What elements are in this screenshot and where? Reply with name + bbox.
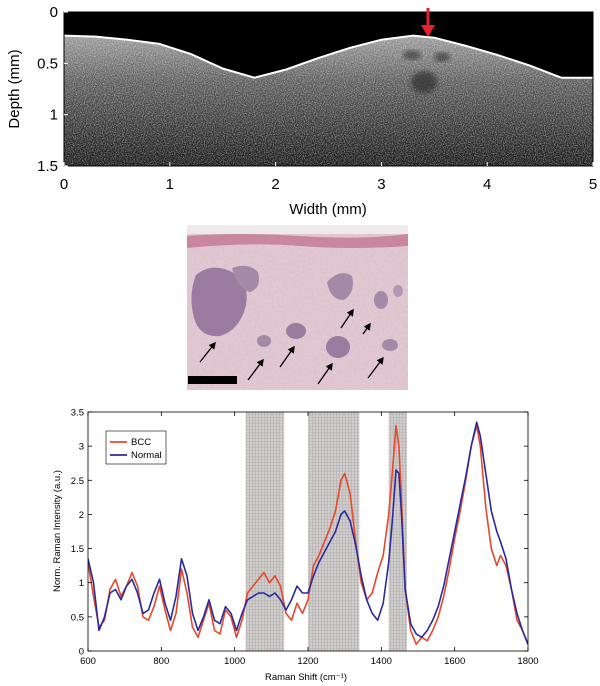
oct-x-tick-label: 2 — [271, 176, 279, 193]
histology-nodule — [232, 265, 259, 292]
oct-lesion-nest — [411, 71, 437, 93]
raman-legend: BCC Normal — [105, 430, 167, 465]
raman-y-axis-label: Norm. Raman Intensity (a.u.) — [52, 470, 63, 592]
histology-arrowhead — [363, 322, 371, 331]
raman-y-tick-label: 1.5 — [71, 544, 84, 555]
raman-shaded-region — [245, 412, 285, 651]
raman-x-tick-label: 1000 — [224, 656, 245, 667]
raman-legend-box — [105, 430, 167, 465]
raman-shaded-region — [308, 412, 360, 651]
oct-y-tick-label: 0 — [50, 4, 58, 21]
oct-x-tick-label: 5 — [589, 176, 597, 193]
raman-shaded-region — [388, 412, 407, 651]
oct-y-axis-label: Depth (mm) — [6, 49, 23, 128]
histology-arrows — [199, 308, 384, 385]
histology-nodule — [327, 273, 353, 300]
histology-scale-bar — [188, 376, 237, 384]
raman-y-tick-label: 2.5 — [71, 476, 84, 487]
raman-x-tick-label: 1800 — [517, 656, 538, 667]
histology-nodule — [286, 323, 306, 339]
raman-x-tick-label: 1400 — [371, 656, 392, 667]
raman-series-bcc-line — [88, 424, 528, 645]
oct-y-tick-label: 0.5 — [37, 55, 58, 72]
histology-nodule — [374, 291, 388, 309]
oct-y-axis: 0 0.5 1 1.5 — [37, 4, 68, 175]
oct-axes-frame — [63, 11, 594, 167]
raman-panel: 600 800 1000 1200 1400 1600 1800 0 0.5 1 1.5 2 2.5 3… — [52, 408, 539, 684]
histology-nodule — [382, 339, 398, 351]
histology-image — [187, 225, 408, 390]
oct-y-tick-label: 1.5 — [37, 158, 58, 175]
histology-arrowhead — [256, 358, 264, 367]
oct-speckle-texture — [64, 35, 593, 166]
oct-lesion-nest — [403, 50, 421, 60]
oct-x-axis: 0 1 2 3 4 5 — [60, 162, 597, 193]
raman-y-tick-label: 2 — [79, 510, 84, 521]
raman-y-tick-label: 1 — [79, 578, 84, 589]
histology-arrowhead — [287, 345, 295, 354]
raman-x-axis: 600 800 1000 1200 1400 1600 1800 — [80, 412, 539, 667]
histology-nodule — [257, 335, 271, 347]
raman-series-normal-line — [88, 421, 528, 645]
oct-y-tick-label: 1 — [50, 107, 58, 124]
oct-x-tick-label: 4 — [483, 176, 491, 193]
oct-surface-line — [64, 34, 593, 79]
oct-x-tick-label: 0 — [60, 176, 68, 193]
histology-background-top — [187, 225, 408, 234]
raman-x-tick-label: 1200 — [297, 656, 318, 667]
histology-nodule — [326, 336, 350, 358]
raman-x-tick-label: 1600 — [444, 656, 465, 667]
oct-x-axis-label: Width (mm) — [289, 201, 367, 218]
histology-nodule — [393, 285, 403, 297]
histology-arrowhead — [208, 341, 216, 350]
raman-y-tick-label: 3.5 — [71, 408, 84, 419]
raman-shaded-regions — [245, 412, 407, 651]
histology-arrowhead — [325, 362, 333, 371]
legend-label-bcc: BCC — [131, 437, 151, 448]
raman-y-tick-label: 0.5 — [71, 612, 84, 623]
oct-lesion-nest — [434, 52, 450, 62]
raman-y-tick-label: 0 — [79, 647, 84, 658]
histology-arrowhead — [376, 356, 384, 365]
oct-panel: 0 1 2 3 4 5 0 0.5 1 1.5 Width (mm) Depth (mm) — [6, 4, 597, 218]
oct-x-tick-label: 3 — [377, 176, 385, 193]
raman-x-tick-label: 800 — [153, 656, 169, 667]
histology-arrowhead — [346, 308, 354, 317]
raman-x-tick-label: 600 — [80, 656, 96, 667]
oct-x-tick-label: 1 — [166, 176, 174, 193]
raman-x-axis-label: Raman Shift (cm⁻¹) — [265, 672, 347, 683]
histology-nodule — [191, 267, 247, 337]
legend-label-normal: Normal — [131, 450, 162, 461]
histology-epidermis — [187, 234, 408, 248]
oct-red-arrow — [421, 8, 435, 37]
raman-y-tick-label: 3 — [79, 442, 84, 453]
raman-y-axis: 0 0.5 1 1.5 2 2.5 3 3.5 — [71, 408, 528, 658]
